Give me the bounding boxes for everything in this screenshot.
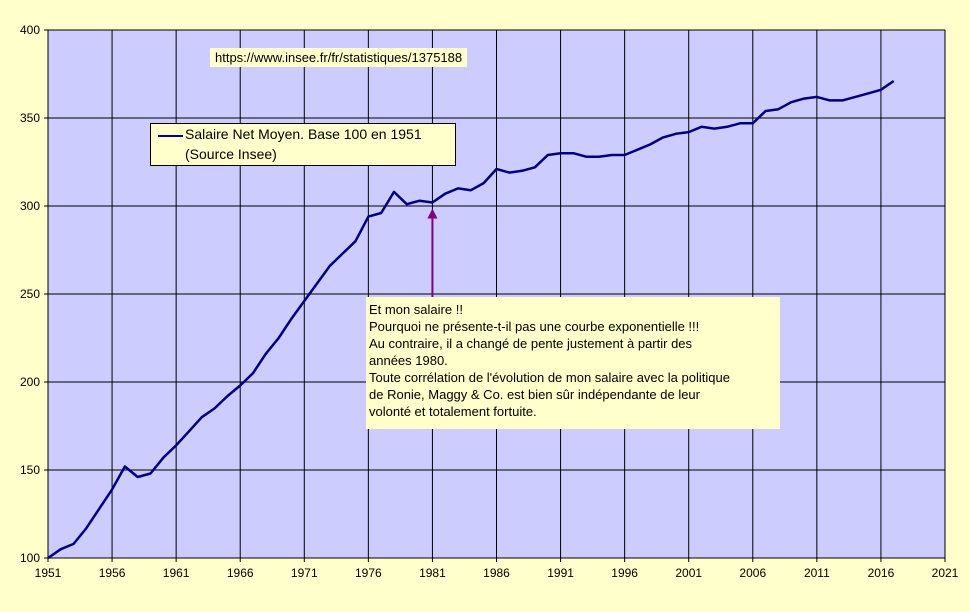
legend-entry-label: Salaire Net Moyen. Base 100 en 1951 bbox=[185, 126, 422, 142]
x-tick-label: 1986 bbox=[483, 566, 510, 580]
x-tick-label: 1961 bbox=[163, 566, 190, 580]
x-tick-label: 2021 bbox=[932, 566, 959, 580]
arrow-head bbox=[427, 208, 438, 219]
y-tick-label: 350 bbox=[20, 111, 40, 125]
x-tick-label: 2006 bbox=[739, 566, 766, 580]
y-tick-label: 250 bbox=[20, 287, 40, 301]
legend-entry-source: (Source Insee) bbox=[185, 146, 277, 162]
annotation-line: années 1980. bbox=[369, 353, 448, 368]
annotation-line: de Ronie, Maggy & Co. est bien sûr indép… bbox=[369, 387, 700, 402]
x-tick-label: 1981 bbox=[419, 566, 446, 580]
y-tick-label: 200 bbox=[20, 375, 40, 389]
x-tick-label: 1971 bbox=[291, 566, 318, 580]
annotation-line: Et mon salaire !! bbox=[369, 302, 463, 317]
x-tick-label: 1991 bbox=[547, 566, 574, 580]
annotation-line: Au contraire, il a changé de pente juste… bbox=[369, 336, 693, 351]
legend: Salaire Net Moyen. Base 100 en 1951 (Sou… bbox=[150, 123, 456, 166]
y-tick-label: 150 bbox=[20, 463, 40, 477]
annotation-textbox: Et mon salaire !! Pourquoi ne présente-t… bbox=[366, 297, 780, 429]
annotation-arrow bbox=[427, 208, 438, 297]
source-url-label: https://www.insee.fr/fr/statistiques/137… bbox=[210, 48, 468, 67]
y-tick-label: 400 bbox=[20, 23, 40, 37]
x-tick-label: 1956 bbox=[99, 566, 126, 580]
x-tick-label: 1951 bbox=[35, 566, 62, 580]
y-tick-label: 300 bbox=[20, 199, 40, 213]
x-tick-label: 2001 bbox=[675, 566, 702, 580]
x-tick-label: 1976 bbox=[355, 566, 382, 580]
y-tick-label: 100 bbox=[20, 551, 40, 565]
annotation-line: Pourquoi ne présente-t-il pas une courbe… bbox=[369, 319, 700, 334]
x-tick-label: 1996 bbox=[611, 566, 638, 580]
x-tick-label: 2011 bbox=[804, 566, 830, 580]
x-tick-label: 2016 bbox=[868, 566, 895, 580]
x-tick-label: 1966 bbox=[227, 566, 254, 580]
tick-labels: 1951 1956 1961 1966 1971 1976 1981 1986 1991 1996… bbox=[20, 23, 959, 580]
series-line-salaire bbox=[47, 79, 895, 560]
legend-line-swatch bbox=[158, 135, 183, 137]
annotation-line: volonté et totalement fortuite. bbox=[369, 404, 537, 419]
annotation-line: Toute corrélation de l'évolution de mon … bbox=[369, 370, 730, 385]
